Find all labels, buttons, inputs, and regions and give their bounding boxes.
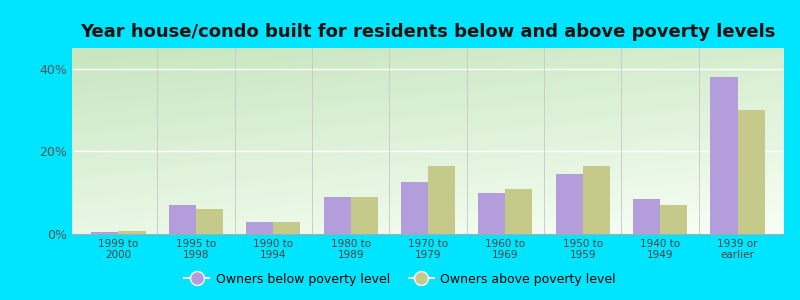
Bar <box>633 199 660 234</box>
Bar <box>556 174 582 234</box>
Bar <box>660 205 687 234</box>
Bar <box>478 193 506 234</box>
Bar <box>428 166 455 234</box>
Bar <box>506 188 533 234</box>
Bar <box>274 222 300 234</box>
Bar <box>401 182 428 234</box>
Bar <box>169 205 196 234</box>
Legend: Owners below poverty level, Owners above poverty level: Owners below poverty level, Owners above… <box>179 268 621 291</box>
Bar <box>246 222 274 234</box>
Bar <box>350 197 378 234</box>
Bar <box>582 166 610 234</box>
Bar <box>196 209 223 234</box>
Bar <box>91 232 118 234</box>
Bar <box>738 110 765 234</box>
Bar <box>710 77 738 234</box>
Title: Year house/condo built for residents below and above poverty levels: Year house/condo built for residents bel… <box>80 23 776 41</box>
Bar <box>323 197 350 234</box>
Bar <box>118 231 146 234</box>
